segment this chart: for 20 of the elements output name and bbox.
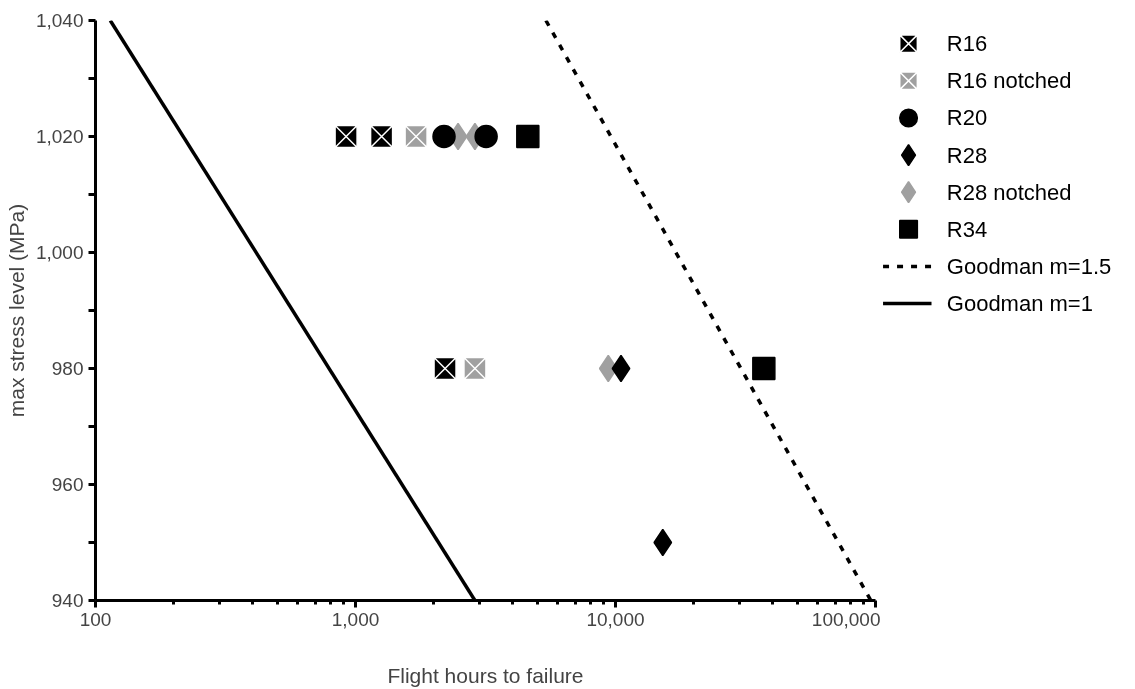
- y-tick-label: 1,040: [35, 10, 84, 31]
- y-tick-label: 980: [51, 358, 84, 379]
- legend-label: R20: [946, 105, 988, 131]
- x-tick-label: 100,000: [811, 608, 881, 630]
- x-tick-label: 100: [79, 608, 112, 630]
- y-axis-title: max stress level (MPa): [4, 203, 28, 418]
- legend-label: R16 notched: [946, 68, 1072, 94]
- x-tick-label: 1,000: [331, 608, 380, 630]
- y-tick-label: 1,020: [35, 126, 84, 147]
- y-tick-label: 940: [51, 590, 84, 611]
- legend-label: R28 notched: [946, 179, 1072, 205]
- y-tick-label: 960: [51, 474, 84, 495]
- legend-label: R16: [946, 31, 988, 57]
- y-tick-label: 1,000: [35, 242, 84, 263]
- legend-label: R34: [946, 216, 988, 242]
- legend-label: Goodman m=1: [946, 291, 1093, 317]
- legend-label: R28: [946, 142, 988, 168]
- legend-label: Goodman m=1.5: [946, 253, 1112, 279]
- x-axis-title: Flight hours to failure: [387, 663, 584, 687]
- x-tick-label: 10,000: [586, 608, 645, 630]
